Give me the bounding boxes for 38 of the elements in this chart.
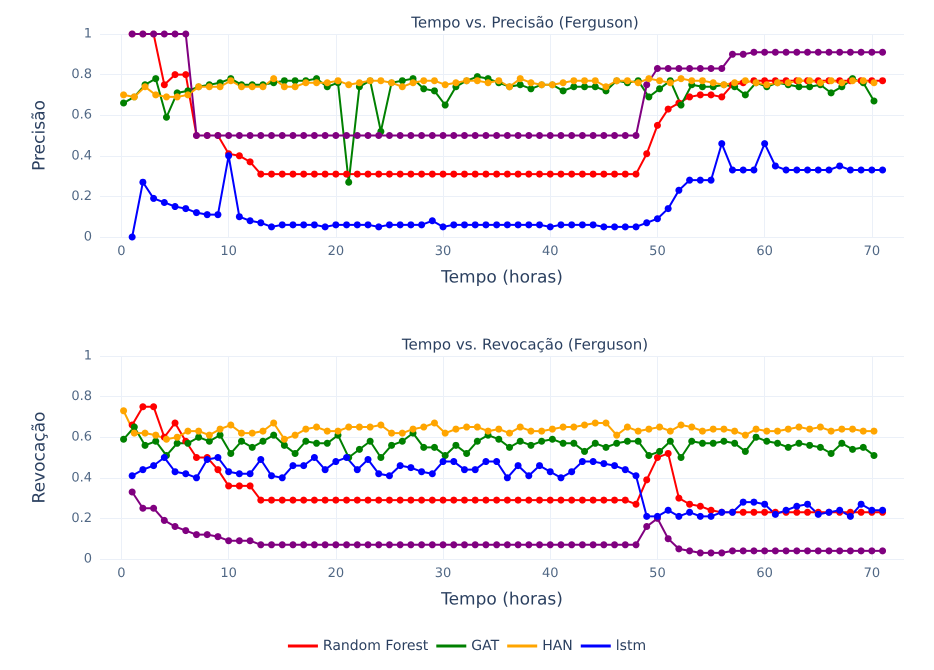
y-tick-label: 1	[84, 348, 92, 364]
x-tick-label: 10	[220, 244, 237, 259]
x-tick-label: 60	[756, 566, 773, 581]
x-tick-label: 40	[542, 244, 559, 259]
y-tick-label: 0.2	[71, 188, 92, 204]
y-axis-title: Revocação	[30, 412, 50, 504]
legend-label: lstm	[616, 638, 646, 654]
y-tick-label: 0.4	[71, 148, 92, 164]
x-axis-title: Tempo (horas)	[440, 590, 563, 610]
y-tick-label: 0.6	[71, 430, 92, 445]
y-tick-label: 0.8	[71, 67, 92, 82]
x-axis-title: Tempo (horas)	[440, 268, 563, 288]
y-axis-title: Precisão	[30, 100, 50, 171]
x-tick-label: 40	[542, 566, 559, 581]
y-tick-label: 0.4	[71, 470, 92, 486]
x-tick-label: 50	[649, 244, 666, 259]
x-tick-label: 70	[864, 244, 880, 259]
x-tick-label: 20	[328, 244, 344, 259]
x-tick-label: 30	[434, 244, 452, 259]
x-tick-label: 0	[117, 566, 126, 581]
x-tick-label: 30	[434, 566, 452, 581]
x-tick-label: 70	[864, 566, 880, 581]
chart-title: Tempo vs. Precisão (Ferguson)	[410, 14, 639, 32]
chart-title: Tempo vs. Revocação (Ferguson)	[400, 336, 648, 354]
y-tick-label: 0	[84, 230, 92, 244]
y-tick-label: 1	[84, 26, 92, 42]
y-tick-label: 0.2	[71, 510, 92, 526]
legend-label: HAN	[542, 638, 573, 654]
legend-label: Random Forest	[322, 638, 429, 654]
x-tick-label: 60	[756, 244, 773, 259]
y-tick-label: 0.8	[71, 389, 92, 404]
legend-label: GAT	[471, 638, 500, 654]
x-tick-label: 50	[649, 566, 666, 581]
x-tick-label: 0	[117, 244, 126, 259]
x-tick-label: 10	[220, 566, 237, 581]
x-tick-label: 20	[328, 566, 344, 581]
y-tick-label: 0.6	[71, 108, 92, 123]
y-tick-label: 0	[84, 552, 92, 566]
